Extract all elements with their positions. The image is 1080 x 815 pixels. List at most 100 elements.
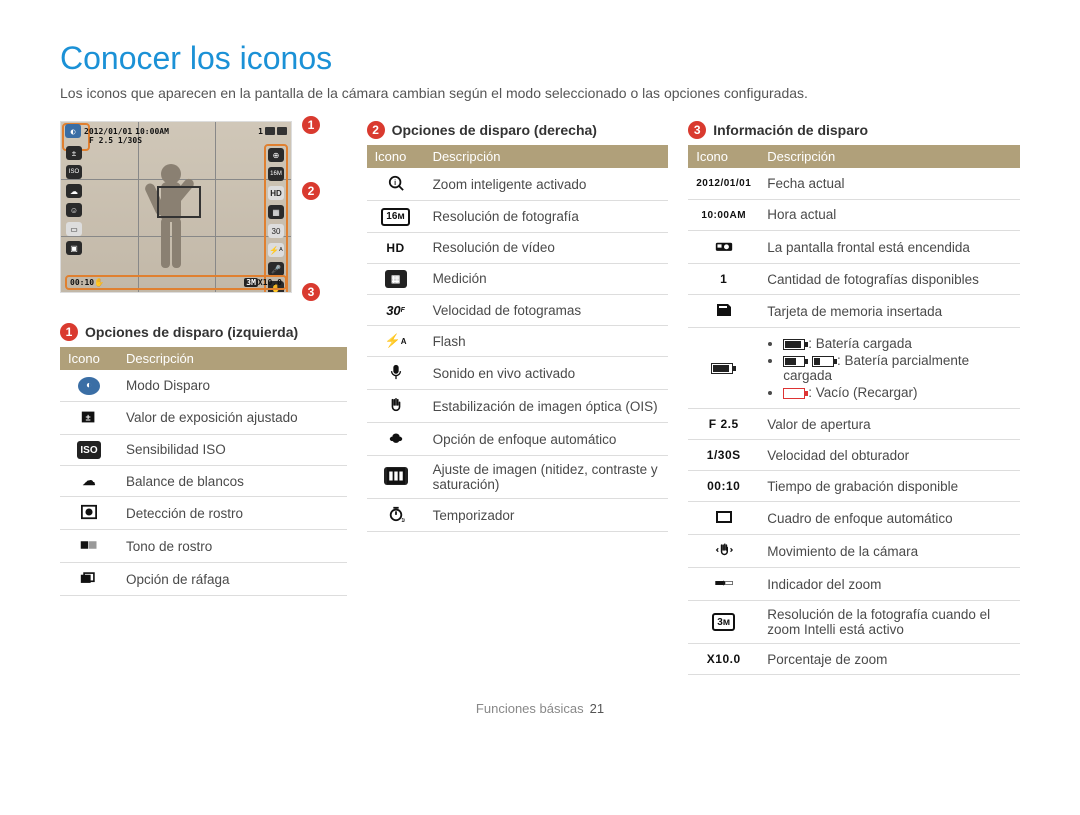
svg-text:i: i [394, 179, 396, 187]
af-box-icon [713, 508, 735, 526]
izoom-icon: ⊕ [268, 148, 284, 162]
table-row: 00:10Tiempo de grabación disponible [688, 471, 1020, 502]
callout-3-badge: 3 [302, 283, 320, 301]
table-row: F 2.5Valor de apertura [688, 409, 1020, 440]
svg-text:10: 10 [401, 518, 405, 522]
table-row: Tarjeta de memoria insertada [688, 295, 1020, 328]
th-desc: Descripción [759, 145, 1020, 168]
table-row: 10:00AMHora actual [688, 199, 1020, 231]
page-footer: Funciones básicas21 [60, 701, 1020, 716]
izoom-res-icon: 3м [712, 613, 735, 631]
page-intro: Los iconos que aparecen en la pantalla d… [60, 85, 1020, 101]
ois-icon [385, 396, 407, 414]
face-icon [78, 503, 100, 521]
meter-icon: ▦ [385, 270, 407, 288]
zoom-bar-icon [713, 574, 735, 592]
rectime-icon: 00:10 [707, 477, 740, 495]
table-row: 30FVelocidad de fotogramas [367, 295, 669, 326]
th-desc: Descripción [118, 347, 347, 370]
table-row: Estabilización de imagen óptica (OIS) [367, 390, 669, 423]
th-icon: Icono [367, 145, 425, 168]
resolution-icon: 16м [381, 208, 410, 226]
shots-icon: 1 [713, 270, 735, 288]
table-row: ☁Balance de blancos [60, 466, 347, 497]
table-row: ±Valor de exposición ajustado [60, 401, 347, 434]
flash-icon: ⚡A [385, 332, 407, 350]
table-row: Opción de enfoque automático [367, 423, 669, 456]
hd-icon: HD [268, 186, 284, 200]
table-row: 10Temporizador [367, 499, 669, 532]
table-row: : Batería cargada : Batería parcialmente… [688, 328, 1020, 409]
svg-text:±: ± [86, 412, 91, 422]
zoom-pct-icon: X10.0 [707, 650, 741, 668]
tone-icon: ▭ [66, 222, 82, 236]
callout-1-badge: 1 [302, 116, 320, 134]
mic-icon [385, 363, 407, 381]
meter-icon: ▦ [268, 205, 284, 219]
table-row: Opción de ráfaga [60, 563, 347, 596]
timer-icon: 10 [385, 505, 407, 523]
section2-heading: Opciones de disparo (derecha) [392, 122, 597, 138]
table-row: Movimiento de la cámara [688, 535, 1020, 568]
section2-badge: 2 [367, 121, 385, 139]
flash-icon: ⚡ᴬ [268, 243, 284, 257]
face-icon: ☺ [66, 203, 82, 217]
izoom-icon: i [385, 174, 407, 192]
table-row: ⚡AFlash [367, 326, 669, 357]
camera-screenshot: 1 2 3 ◐ 2012/01/01 10:00AM [60, 121, 322, 293]
card-icon [713, 301, 735, 319]
time-icon: 10:00AM [701, 206, 746, 224]
ev-icon: ± [78, 408, 100, 426]
table-left: Icono Descripción ◐Modo Disparo ±Valor d… [60, 347, 347, 596]
shake-icon [713, 541, 735, 559]
th-icon: Icono [60, 347, 118, 370]
section1-heading: Opciones de disparo (izquierda) [85, 324, 298, 340]
ss-bottom-strip: 00:10 ✋ 3M X10.0 [65, 275, 287, 290]
fps-icon: 30 [268, 224, 284, 238]
table-mid: Icono Descripción iZoom inteligente acti… [367, 145, 669, 532]
table-row: ◐Modo Disparo [60, 370, 347, 401]
iso-icon: ISO [66, 165, 82, 179]
front-lcd-icon [713, 237, 735, 255]
burst-icon: ▣ [66, 241, 82, 255]
table-row: iZoom inteligente activado [367, 168, 669, 201]
th-desc: Descripción [425, 145, 669, 168]
res-icon: 16M [268, 167, 284, 181]
table-right: Icono Descripción 2012/01/01Fecha actual… [688, 145, 1020, 675]
iso-icon: ISO [77, 441, 100, 459]
section3-heading: Información de disparo [713, 122, 868, 138]
mode-icon: ◐ [65, 124, 81, 138]
battery-icon [711, 359, 736, 377]
hd-icon: HD [385, 239, 407, 257]
burst-icon [78, 569, 100, 587]
aperture-icon: F 2.5 [709, 415, 739, 433]
table-row: ISOSensibilidad ISO [60, 434, 347, 466]
af-icon [385, 429, 407, 447]
adjust-icon [384, 467, 408, 485]
table-row: 16мResolución de fotografía [367, 201, 669, 233]
table-row: Cuadro de enfoque automático [688, 502, 1020, 535]
fps-icon: 30F [385, 301, 407, 319]
table-row: 3мResolución de la fotografía cuando el … [688, 601, 1020, 644]
wb-icon: ☁ [78, 472, 100, 490]
table-row: 1/30SVelocidad del obturador [688, 440, 1020, 471]
section1-badge: 1 [60, 323, 78, 341]
tone-icon [78, 536, 100, 554]
table-row: HDResolución de vídeo [367, 232, 669, 263]
ev-icon: ± [66, 146, 82, 160]
th-icon: Icono [688, 145, 759, 168]
table-row: 1Cantidad de fotografías disponibles [688, 264, 1020, 295]
table-row: Sonido en vivo activado [367, 357, 669, 390]
wb-icon: ☁ [66, 184, 82, 198]
table-row: La pantalla frontal está encendida [688, 231, 1020, 264]
date-icon: 2012/01/01 [696, 175, 751, 193]
table-row: X10.0Porcentaje de zoom [688, 644, 1020, 675]
shutter-icon: 1/30S [707, 446, 741, 464]
callout-2-badge: 2 [302, 182, 320, 200]
table-row: Tono de rostro [60, 530, 347, 563]
table-row: Ajuste de imagen (nitidez, contraste y s… [367, 456, 669, 499]
table-row: Detección de rostro [60, 497, 347, 530]
section3-badge: 3 [688, 121, 706, 139]
table-row: 2012/01/01Fecha actual [688, 168, 1020, 199]
table-row: ▦Medición [367, 263, 669, 295]
